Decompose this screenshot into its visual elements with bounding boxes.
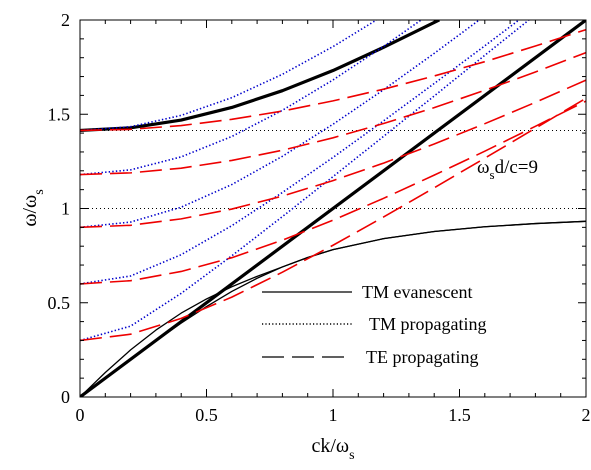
series-line-dotted-8 [80,20,379,132]
y-tick-label-3: 1.5 [48,104,71,124]
ticks-layer: 0 0.5 1 1.5 2 0 0.5 1 1.5 2 [48,10,591,425]
y-tick-label-4: 2 [61,10,70,30]
series-line-solid-3 [80,220,586,397]
x-axis-label: ck/ωs [311,435,354,463]
x-tick-label-3: 1.5 [448,405,471,425]
series-line-dashed-13 [80,28,586,132]
series-line-dashed-10 [80,100,586,285]
y-tick-label-2: 1 [61,199,70,219]
legend-label-te-propagating: TE propagating [366,347,478,367]
x-tick-label-2: 1 [329,405,338,425]
legend-label-tm-propagating: TM propagating [369,314,486,334]
series-line-dotted-6 [80,20,481,229]
y-tick-label-1: 0.5 [48,293,71,313]
series-line-dotted-7 [80,20,423,176]
y-tick-label-0: 0 [61,387,70,407]
series-line-dotted-5 [80,20,521,285]
x-tick-label-4: 2 [582,405,591,425]
x-tick-label-1: 0.5 [195,405,218,425]
series-line-dashed-12 [80,51,586,176]
legend: TM evanescent TM propagating TE propagat… [262,282,486,367]
y-axis-label: ω/ωs [19,189,47,226]
annotation-text: ωsd/c=9 [477,157,538,182]
series-layer [80,20,586,397]
series-line-dashed-11 [80,79,586,229]
series-line-dashed-9 [80,97,586,342]
series-line-thick-1 [80,20,440,133]
legend-label-tm-evanescent: TM evanescent [362,282,472,302]
x-tick-label-0: 0 [76,405,85,425]
